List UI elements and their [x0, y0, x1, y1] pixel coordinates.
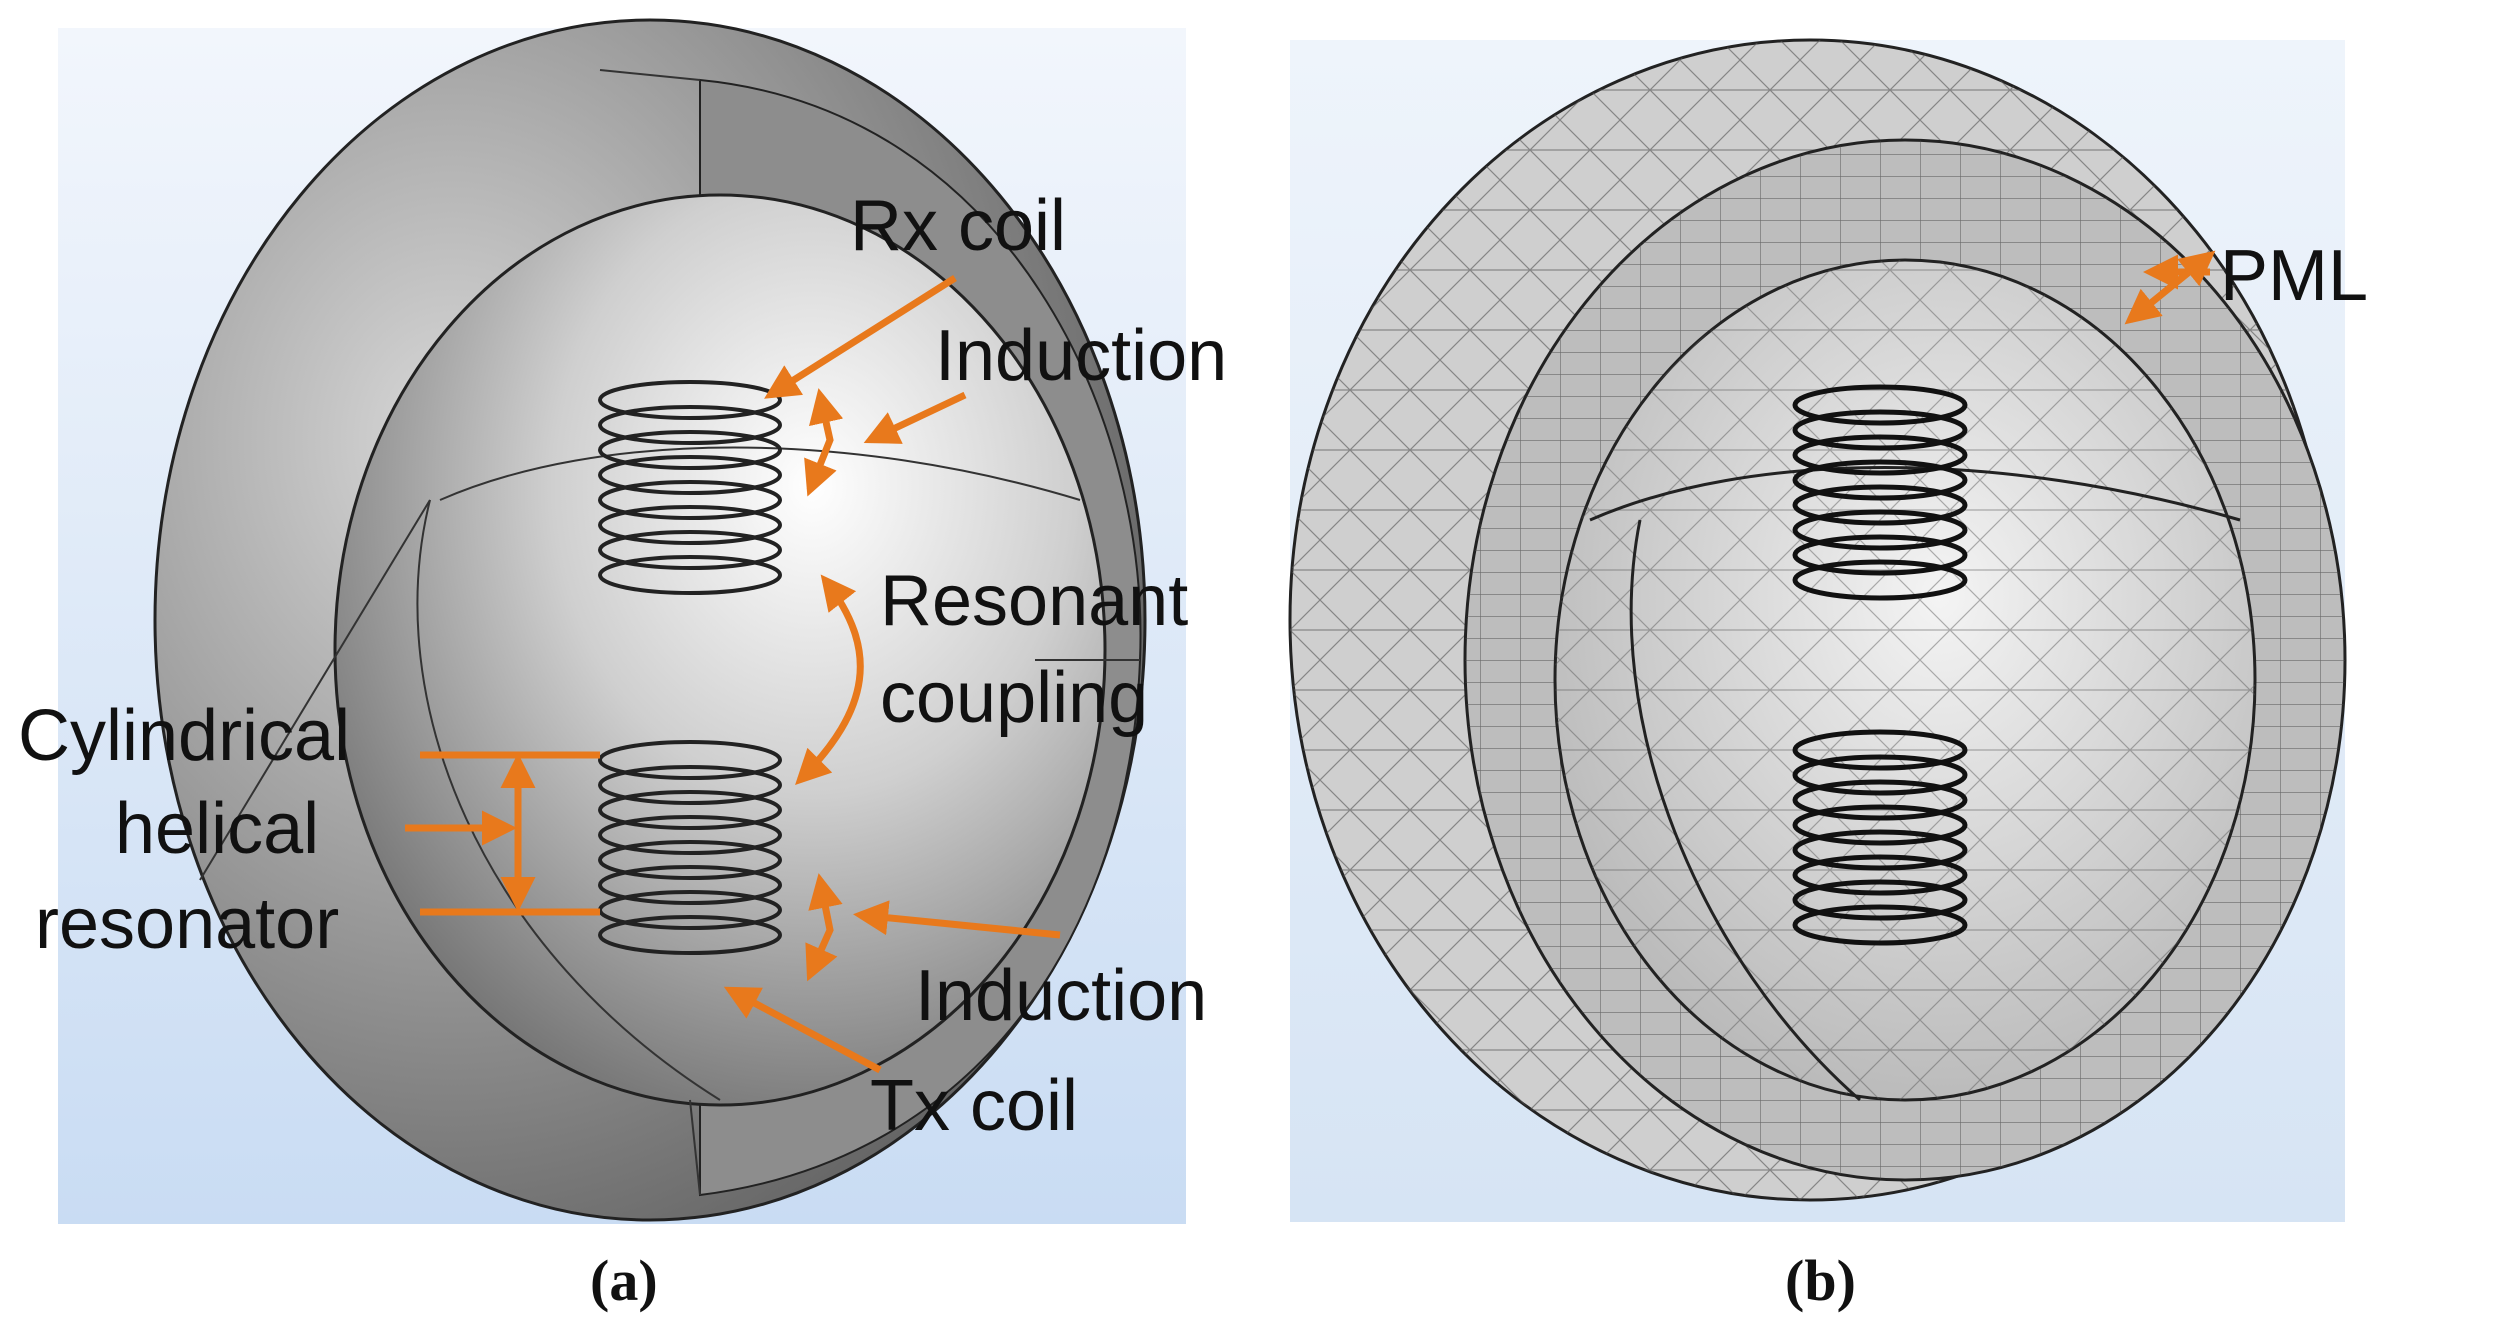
- pml-thickness-arrow: [2124, 250, 2216, 325]
- rx-coil-arrow: [764, 275, 957, 399]
- caption-a: (a): [590, 1248, 658, 1313]
- rx-coil: [598, 380, 782, 595]
- induction-bottom-label: Induction: [915, 956, 1207, 1036]
- induction-bottom-curl: [805, 873, 843, 982]
- induction-top-arrow: [863, 391, 967, 444]
- tx-coil: [598, 740, 782, 955]
- shell-seam-4: [199, 499, 431, 881]
- induction-top-label: Induction: [935, 316, 1227, 396]
- pml-label: PML: [2220, 236, 2368, 316]
- mesh-seam-h: [1589, 466, 2241, 522]
- resonator-label: resonator: [35, 884, 339, 964]
- induction-bottom-arrow: [853, 900, 1061, 939]
- annotation-arrows-a: [405, 275, 1061, 1074]
- panel-b: PML (b): [1288, 38, 2368, 1313]
- mesh-seam-v: [1629, 519, 1861, 1102]
- inner-mesh-overlay: [1555, 260, 2255, 1100]
- rx-coil-b: [1792, 384, 1968, 601]
- tx-coil-arrow: [723, 986, 882, 1074]
- induction-top-curl: [804, 388, 844, 497]
- cavity-seam-v: [416, 499, 721, 1101]
- caption-b: (b): [1785, 1248, 1856, 1313]
- tx-coil-b: [1792, 729, 1968, 946]
- panel-a: Rx coil Induction Resonant coupling Cyli…: [18, 18, 1227, 1313]
- shell-seam-1: [599, 69, 701, 81]
- cylindrical-label: Cylindrical: [18, 696, 350, 776]
- tx-coil-label: Tx coil: [870, 1066, 1078, 1146]
- helical-label: helical: [115, 789, 319, 869]
- cavity-seam-h: [439, 446, 1081, 501]
- rx-coil-label: Rx coil: [850, 186, 1066, 266]
- shell-seam-2: [689, 1099, 701, 1196]
- resonant-coupling-arc: [795, 574, 864, 785]
- resonant-label: Resonant: [880, 561, 1188, 641]
- coupling-label: coupling: [880, 658, 1148, 738]
- pml-arrows: [2124, 250, 2216, 325]
